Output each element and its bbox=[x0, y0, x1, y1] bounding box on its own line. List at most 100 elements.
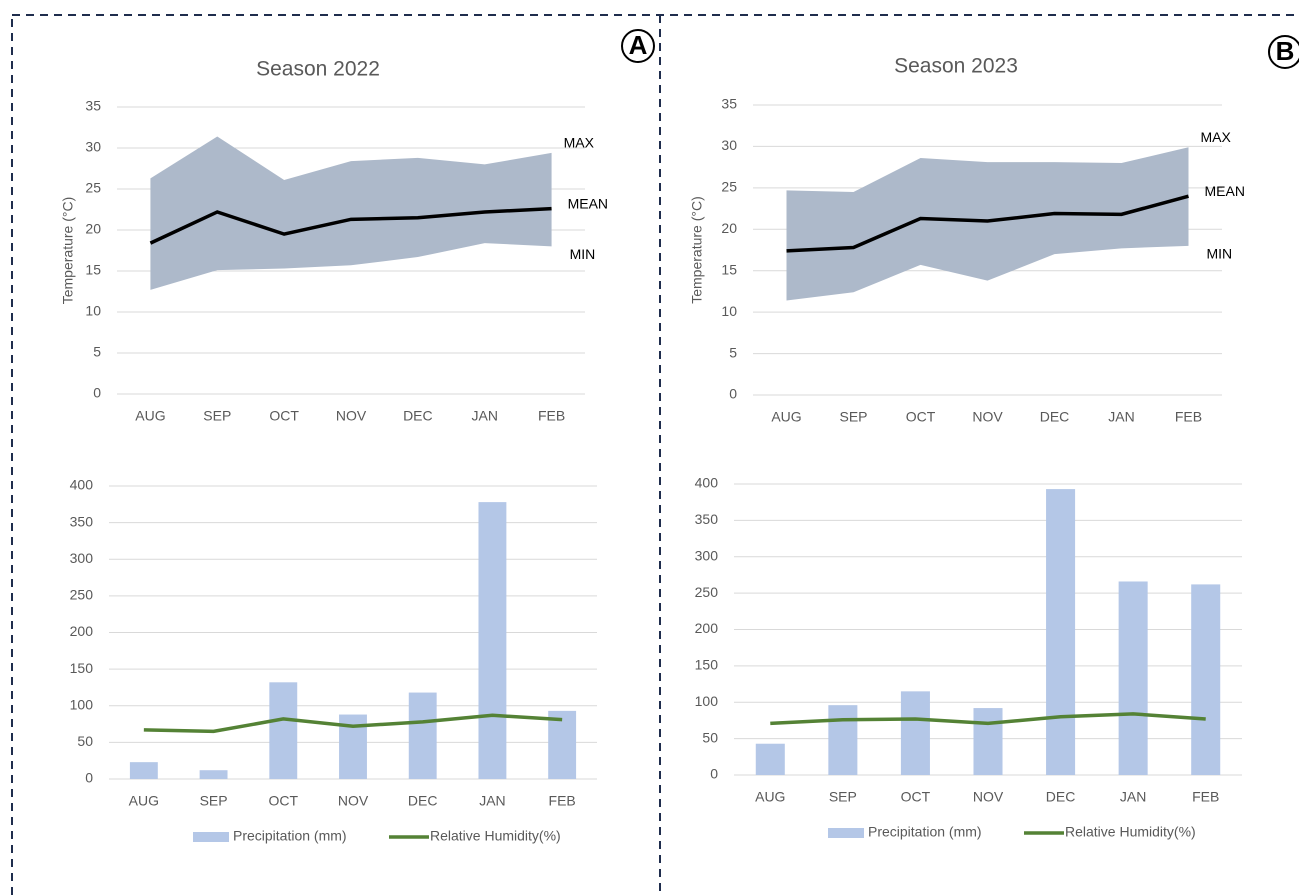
x-tick-label: DEC bbox=[408, 793, 438, 809]
x-tick-label: JAN bbox=[479, 793, 505, 809]
bar bbox=[548, 710, 577, 779]
y-tick-label: 200 bbox=[70, 623, 94, 639]
bar bbox=[408, 692, 437, 779]
y-tick-label: 5 bbox=[93, 344, 101, 360]
x-tick-label: AUG bbox=[771, 409, 801, 425]
y-tick-label: 200 bbox=[695, 620, 719, 636]
y-tick-label: 100 bbox=[695, 693, 719, 709]
y-tick-label: 350 bbox=[70, 513, 94, 529]
x-tick-label: SEP bbox=[200, 793, 228, 809]
series-end-label: MAX bbox=[1201, 129, 1232, 145]
temperature-band bbox=[150, 136, 552, 290]
bar bbox=[1046, 489, 1076, 775]
series-end-label: MEAN bbox=[568, 195, 608, 211]
x-tick-label: OCT bbox=[901, 789, 931, 805]
y-tick-label: 10 bbox=[85, 303, 101, 319]
x-tick-label: AUG bbox=[755, 789, 785, 805]
y-tick-label: 50 bbox=[702, 729, 718, 745]
x-tick-label: JAN bbox=[1108, 409, 1134, 425]
series-end-label: MAX bbox=[564, 135, 595, 151]
x-tick-label: FEB bbox=[538, 408, 565, 424]
x-tick-label: SEP bbox=[839, 409, 867, 425]
panel-label: B bbox=[1276, 36, 1295, 66]
x-tick-label: FEB bbox=[1192, 789, 1219, 805]
y-tick-label: 5 bbox=[729, 344, 737, 360]
humidity-line bbox=[143, 713, 563, 734]
x-tick-label: FEB bbox=[549, 793, 576, 809]
y-tick-label: 20 bbox=[85, 221, 101, 237]
bar bbox=[199, 770, 228, 779]
temperature-band bbox=[786, 147, 1189, 301]
y-tick-label: 15 bbox=[85, 262, 101, 278]
x-tick-label: SEP bbox=[829, 789, 857, 805]
chart-title: Season 2022 bbox=[256, 58, 380, 81]
panel-badge bbox=[1268, 35, 1299, 69]
bar bbox=[755, 743, 785, 775]
x-tick-label: NOV bbox=[973, 789, 1004, 805]
y-tick-label: 300 bbox=[695, 547, 719, 563]
x-tick-label: DEC bbox=[1040, 409, 1070, 425]
bar bbox=[900, 691, 930, 775]
legend-label: Precipitation (mm) bbox=[233, 828, 347, 844]
bar bbox=[129, 762, 158, 779]
bar bbox=[828, 705, 858, 775]
y-tick-label: 400 bbox=[70, 477, 94, 493]
x-tick-label: SEP bbox=[203, 408, 231, 424]
x-tick-label: AUG bbox=[129, 793, 159, 809]
mean-line bbox=[149, 206, 552, 245]
bar bbox=[973, 708, 1003, 775]
legend-swatch bbox=[828, 828, 864, 838]
bar bbox=[269, 682, 298, 779]
y-tick-label: 100 bbox=[70, 696, 94, 712]
y-tick-label: 250 bbox=[70, 587, 94, 603]
y-tick-label: 0 bbox=[710, 766, 718, 782]
frame bbox=[11, 14, 1299, 896]
y-tick-label: 35 bbox=[85, 98, 101, 114]
y-tick-label: 30 bbox=[85, 139, 101, 155]
y-tick-label: 250 bbox=[695, 584, 719, 600]
x-tick-label: NOV bbox=[338, 793, 369, 809]
panel-badge bbox=[621, 29, 655, 63]
x-tick-label: OCT bbox=[269, 793, 299, 809]
y-tick-label: 10 bbox=[721, 303, 737, 319]
y-tick-label: 300 bbox=[70, 550, 94, 566]
x-tick-label: DEC bbox=[1046, 789, 1076, 805]
y-tick-label: 150 bbox=[70, 660, 94, 676]
legend-label: Precipitation (mm) bbox=[868, 824, 982, 840]
y-tick-label: 0 bbox=[729, 386, 737, 402]
humidity-line bbox=[770, 712, 1206, 726]
x-tick-label: NOV bbox=[972, 409, 1003, 425]
y-tick-label: 20 bbox=[721, 220, 737, 236]
y-tick-label: 50 bbox=[77, 733, 93, 749]
mean-line bbox=[786, 194, 1189, 253]
series-end-label: MEAN bbox=[1205, 183, 1245, 199]
chart-title: Season 2023 bbox=[894, 55, 1018, 78]
y-axis-label: Temperature (°C) bbox=[689, 196, 705, 304]
x-tick-label: JAN bbox=[471, 408, 497, 424]
series-end-label: MIN bbox=[570, 246, 596, 262]
y-tick-label: 25 bbox=[721, 179, 737, 195]
y-tick-label: 35 bbox=[721, 96, 737, 112]
x-tick-label: FEB bbox=[1175, 409, 1202, 425]
x-tick-label: JAN bbox=[1120, 789, 1146, 805]
x-tick-label: NOV bbox=[336, 408, 367, 424]
y-tick-label: 15 bbox=[721, 261, 737, 277]
y-tick-label: 150 bbox=[695, 657, 719, 673]
x-tick-label: OCT bbox=[906, 409, 936, 425]
bar bbox=[1191, 584, 1221, 775]
y-tick-label: 0 bbox=[93, 385, 101, 401]
series-end-label: MIN bbox=[1207, 246, 1233, 262]
x-tick-label: DEC bbox=[403, 408, 433, 424]
legend-label: Relative Humidity(%) bbox=[430, 828, 561, 844]
y-tick-label: 30 bbox=[721, 137, 737, 153]
legend-label: Relative Humidity(%) bbox=[1065, 824, 1196, 840]
bar bbox=[1118, 581, 1148, 775]
y-tick-label: 25 bbox=[85, 180, 101, 196]
bar bbox=[478, 502, 507, 779]
x-tick-label: OCT bbox=[269, 408, 299, 424]
y-tick-label: 400 bbox=[695, 475, 719, 491]
legend-swatch bbox=[193, 832, 229, 842]
y-tick-label: 0 bbox=[85, 770, 93, 786]
x-tick-label: AUG bbox=[135, 408, 165, 424]
